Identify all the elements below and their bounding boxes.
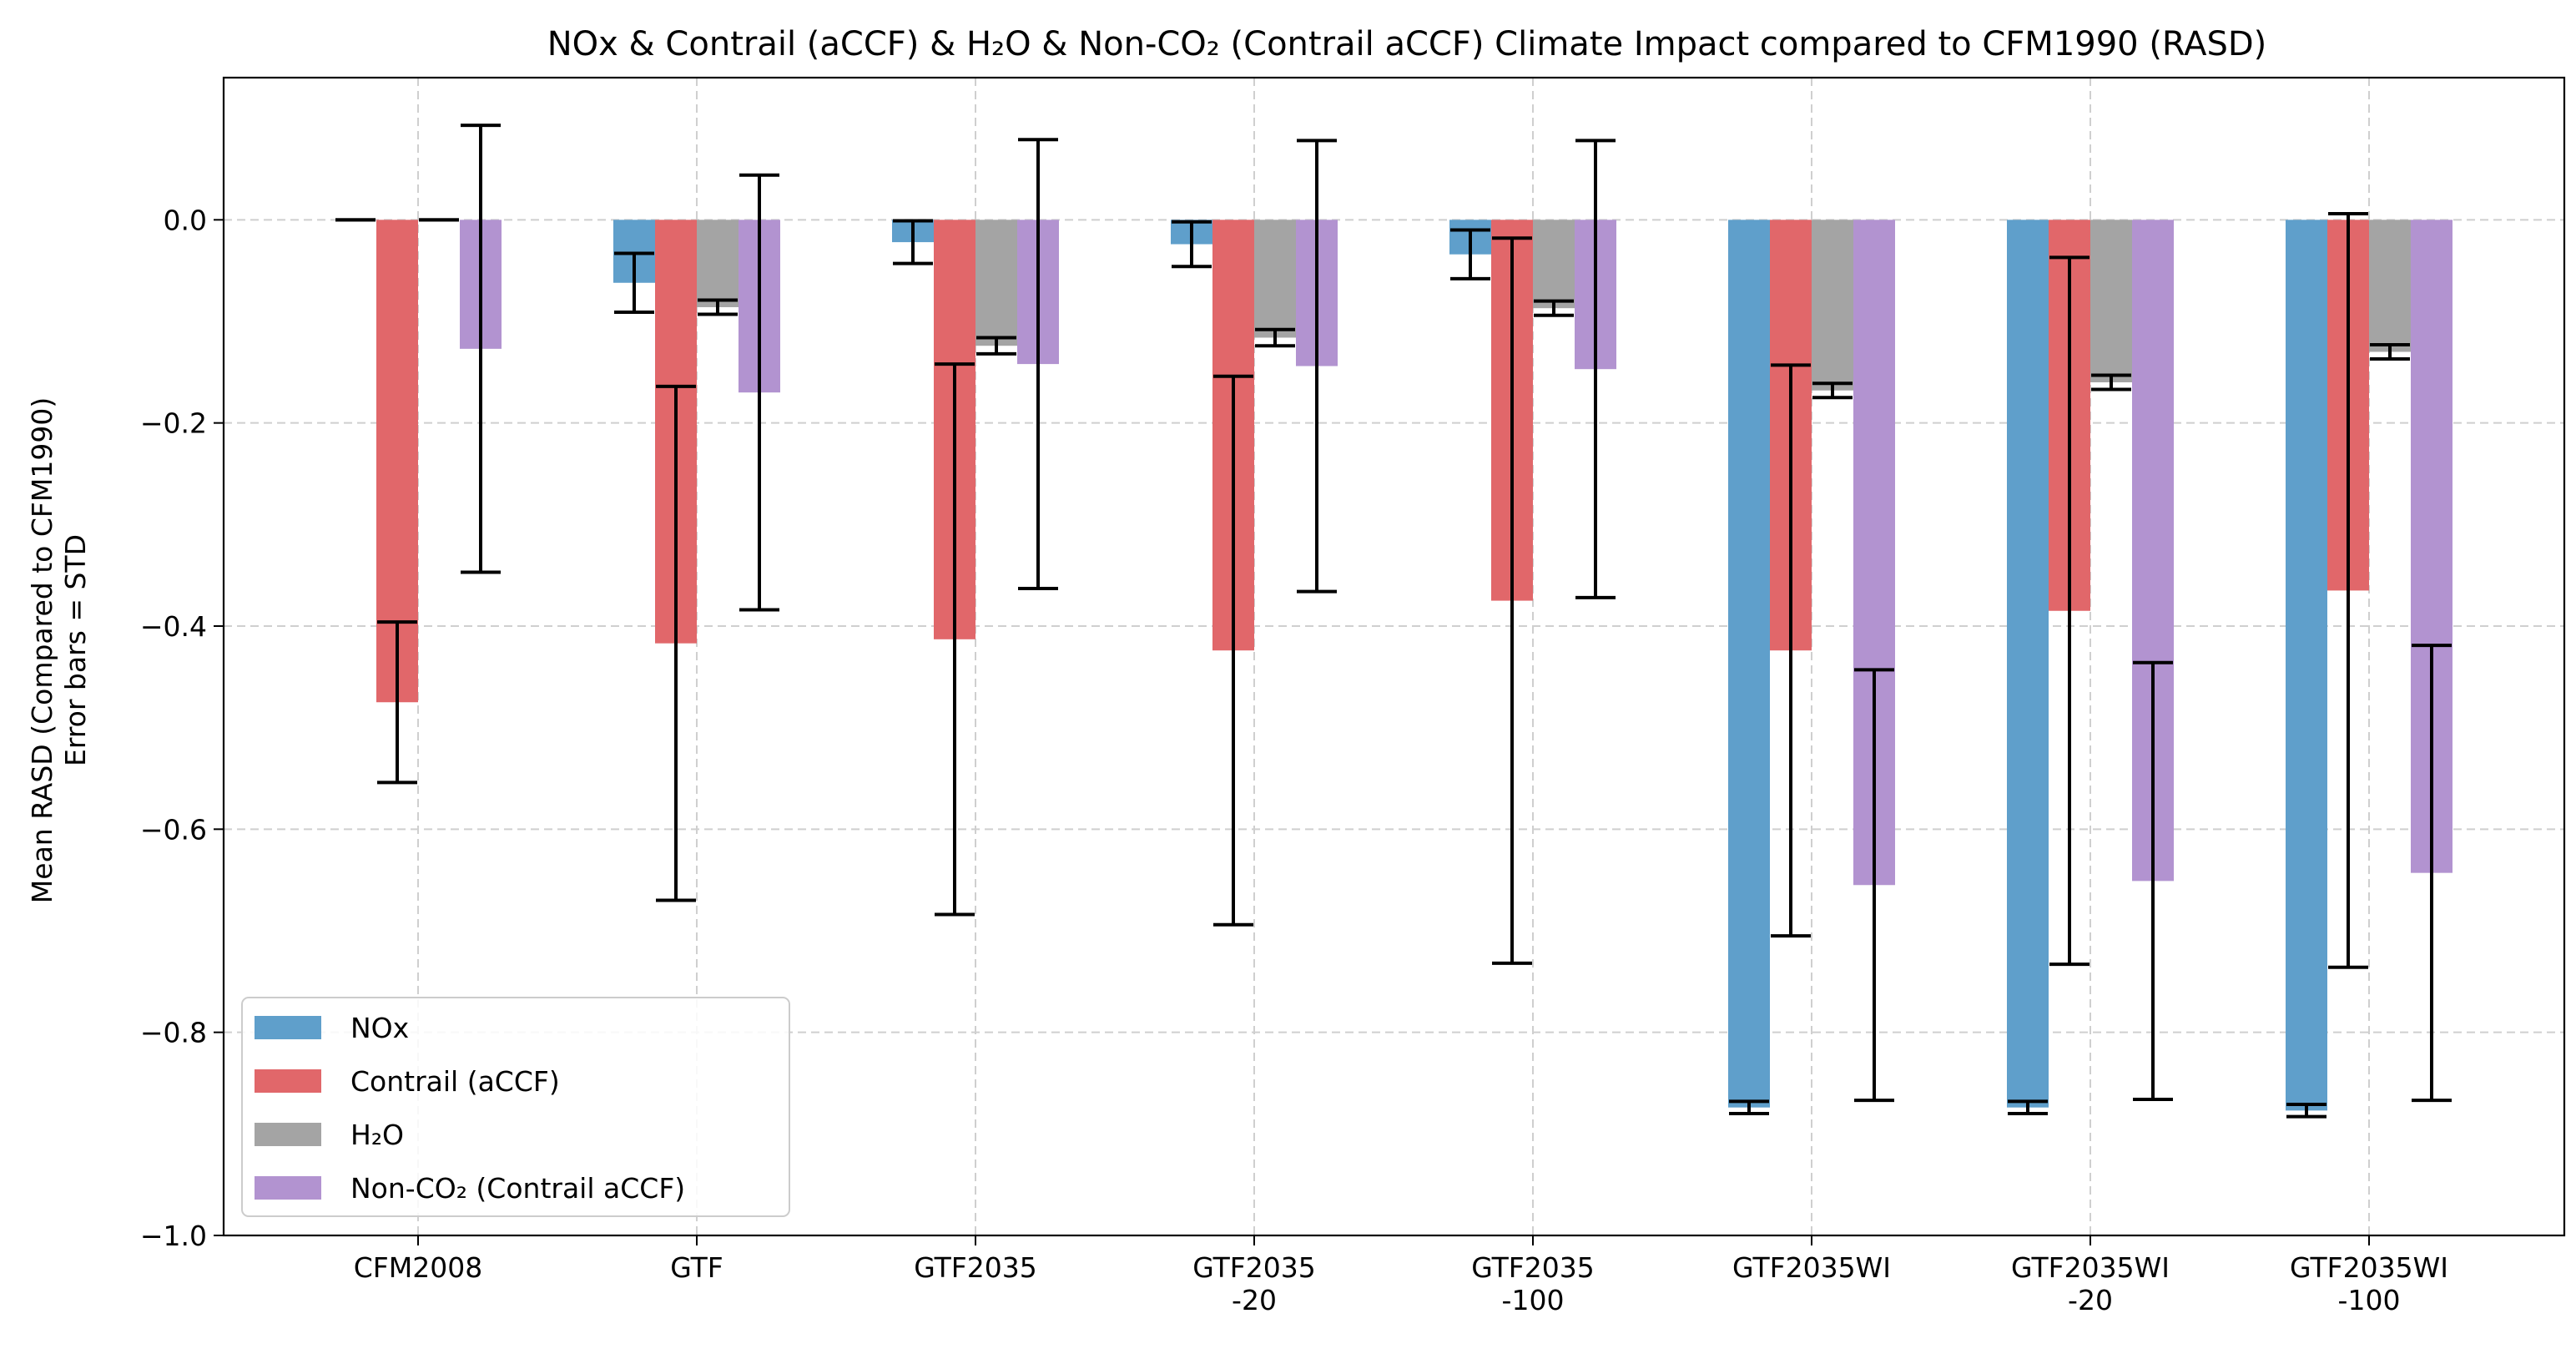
bar	[2286, 220, 2327, 1111]
x-tick-label: CFM2008	[354, 1251, 482, 1284]
y-tick-label: −0.6	[140, 813, 207, 846]
bar	[2090, 220, 2132, 382]
plot-frame	[222, 76, 2566, 1237]
y-axis-label-line-1: Mean RASD (Compared to CFM1990)	[26, 397, 58, 903]
bar	[1533, 220, 1575, 309]
bar	[1254, 220, 1296, 338]
x-tick-label: -100	[2338, 1284, 2401, 1316]
y-tick-label: −0.4	[140, 610, 207, 643]
x-tick-label: -20	[2068, 1284, 2113, 1316]
legend-label: Contrail (aCCF)	[350, 1065, 560, 1098]
legend-swatch	[255, 1123, 321, 1146]
legend-label: Non-CO₂ (Contrail aCCF)	[350, 1172, 685, 1205]
legend-swatch	[255, 1069, 321, 1093]
chart-title: NOx & Contrail (aCCF) & H₂O & Non-CO₂ (C…	[547, 25, 2267, 63]
bar	[2369, 220, 2411, 352]
bar	[1812, 220, 1853, 391]
legend-label: H₂O	[350, 1119, 404, 1151]
legend-box	[241, 997, 790, 1217]
y-tick-label: −1.0	[140, 1220, 207, 1252]
bar	[975, 220, 1017, 346]
x-tick-label: GTF2035WI	[2290, 1251, 2448, 1284]
bar	[697, 220, 739, 307]
legend-swatch	[255, 1016, 321, 1039]
bar	[2007, 220, 2049, 1108]
x-tick-label: GTF2035WI	[2011, 1251, 2170, 1284]
bar	[1728, 220, 1770, 1108]
legend-swatch	[255, 1176, 321, 1200]
x-tick-label: GTF2035	[914, 1251, 1037, 1284]
legend-label: NOx	[350, 1012, 409, 1044]
x-tick-label: GTF2035	[1192, 1251, 1316, 1284]
errorbar-layer	[335, 124, 2452, 1119]
y-tick-label: 0.0	[164, 204, 207, 236]
y-axis-label-line-2: Error bars = STD	[59, 534, 92, 766]
legend: NOx Contrail (aCCF) H₂O Non-CO₂ (Contrail a…	[241, 997, 790, 1217]
x-tick-label: -100	[1502, 1284, 1565, 1316]
y-tick-label: −0.8	[140, 1017, 207, 1049]
x-tick-label: -20	[1232, 1284, 1277, 1316]
x-tick-label: GTF	[670, 1251, 723, 1284]
y-axis-label: Mean RASD (Compared to CFM1990) Error ba…	[26, 397, 92, 903]
x-tick-label: GTF2035	[1471, 1251, 1595, 1284]
x-tick-label: GTF2035WI	[1732, 1251, 1891, 1284]
ticks-layer: 0.0 −0.2 −0.4 −0.6 −0.8 −1.0 CFM2008 GTF GTF2035…	[140, 204, 2448, 1316]
y-tick-label: −0.2	[140, 407, 207, 440]
